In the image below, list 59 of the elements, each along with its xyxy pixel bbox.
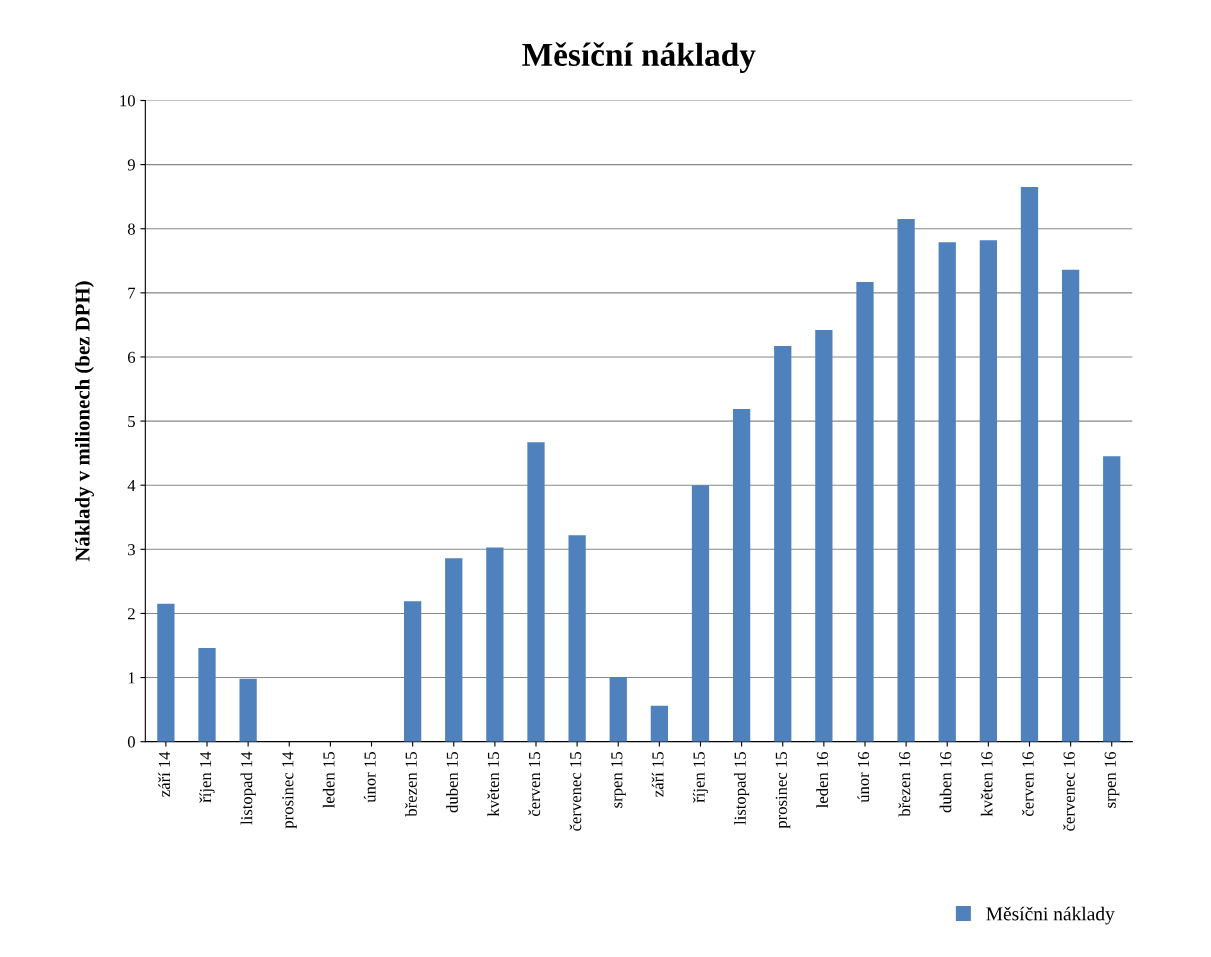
bar [1020,187,1039,742]
bar [774,346,792,742]
bar [527,442,545,742]
bar [979,240,997,742]
bar [157,603,175,742]
y-tick-label: 0 [127,736,135,748]
bar [732,408,751,742]
bar [897,219,915,742]
x-tick-label: září 15 [651,752,664,797]
bar [486,547,504,742]
x-tick-label: duben 16 [939,751,952,813]
legend-label: Měsíčni náklady [986,906,1115,925]
bar [856,281,874,742]
y-tick-label: 10 [120,95,135,107]
x-tick-label: duben 15 [446,752,458,813]
bar [938,242,956,742]
x-tick-label: červen 16 [1021,751,1034,817]
chart-title: Měsíční náklady [522,42,756,73]
y-tick-label: 7 [128,287,136,299]
x-tick-label: červenec 15 [569,752,582,831]
x-tick-label: květen 16 [980,751,993,817]
x-tick-label: prosinec 15 [775,752,791,829]
y-axis-title: Náklady v milionech (bez DPH) [74,281,94,562]
x-tick-label: leden 16 [816,751,829,808]
x-tick-label: leden 15 [322,752,335,808]
x-tick-label: listopad 14 [240,751,256,825]
y-tick-label: 6 [127,351,136,363]
y-tick-label: 5 [128,415,135,428]
y-tick-label: 2 [128,608,135,620]
bar [403,601,422,742]
x-tick-label: červen 15 [528,752,541,817]
bar [691,485,710,742]
bar [1103,456,1121,742]
bar [239,678,257,742]
y-tick-label: 8 [127,223,135,235]
bar [1061,269,1080,742]
x-tick-label: červenec 16 [1063,751,1075,831]
x-tick-label: březen 15 [405,752,417,817]
bar [445,558,463,742]
bar [568,535,586,742]
x-tick-label: únor 15 [363,752,376,803]
x-tick-label: listopad 15 [734,752,750,825]
x-tick-label: květen 15 [487,752,500,817]
bar [815,330,833,742]
x-tick-label: únor 16 [857,751,870,803]
bar [650,705,668,742]
x-tick-label: srpen 15 [611,752,626,808]
x-tick-label: prosinec 14 [282,751,297,829]
x-tick-label: září 14 [158,751,171,797]
bar [609,676,627,742]
x-tick-label: srpen 16 [1104,751,1120,808]
x-tick-label: říjen 14 [199,751,215,803]
y-tick-label: 4 [127,480,136,491]
x-tick-label: březen 16 [898,751,911,817]
bar [198,648,216,742]
y-tick-label: 1 [128,672,135,684]
y-tick-label: 3 [128,544,135,556]
y-tick-label: 9 [127,159,135,171]
x-tick-label: říjen 15 [692,752,709,803]
